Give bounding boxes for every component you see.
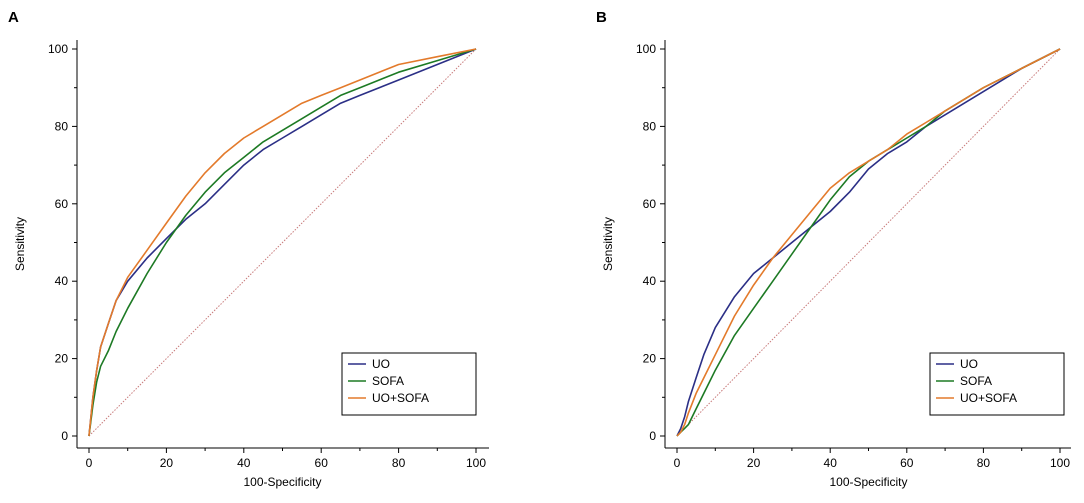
x-axis-label: 100-Specificity (829, 475, 907, 489)
legend-box (341, 352, 477, 416)
panel-b: B 0 20 40 60 80 100 0 20 40 60 80 100 100-Specificity… (596, 9, 1071, 489)
series-line-uo-sofa (88, 48, 477, 437)
legend-box (929, 352, 1065, 416)
x-tick-label: 100 (1050, 456, 1070, 470)
y-tick-label: 100 (48, 42, 68, 56)
reference-line (676, 48, 1061, 437)
y-tick-label: 60 (643, 197, 657, 211)
x-axis-label: 100-Specificity (243, 475, 321, 489)
y-tick-label: 80 (643, 119, 657, 133)
legend-label: UO+SOFA (960, 391, 1017, 405)
x-tick-label: 60 (900, 456, 914, 470)
y-tick-label: 20 (643, 352, 657, 366)
x-tick-label: 80 (392, 456, 406, 470)
legend-label: SOFA (960, 374, 992, 388)
x-tick-label: 0 (86, 456, 93, 470)
y-tick-label: 40 (55, 274, 69, 288)
legend-label: UO (372, 357, 390, 371)
legend-label: UO (960, 357, 978, 371)
legend: UO SOFA UO+SOFA (341, 352, 477, 416)
legend: UO SOFA UO+SOFA (929, 352, 1065, 416)
x-tick-label: 40 (824, 456, 838, 470)
legend-label: UO+SOFA (372, 391, 429, 405)
y-tick-label: 0 (649, 429, 656, 443)
y-tick-label: 80 (55, 119, 69, 133)
panel-label: A (8, 9, 19, 26)
series-line-sofa (88, 48, 477, 437)
x-tick-label: 0 (674, 456, 681, 470)
y-tick-label: 0 (61, 429, 68, 443)
reference-line (88, 48, 477, 437)
legend-label: SOFA (372, 374, 404, 388)
y-axis-label: Sensitivity (601, 217, 615, 271)
x-tick-label: 20 (747, 456, 761, 470)
x-tick-label: 40 (237, 456, 251, 470)
panel-label: B (596, 9, 607, 26)
y-axis-label: Sensitivity (13, 217, 27, 271)
series-line-uo-sofa (676, 48, 1061, 437)
y-tick-label: 60 (55, 197, 69, 211)
y-tick-label: 40 (643, 274, 657, 288)
y-tick-label: 100 (636, 42, 656, 56)
series-line-uo (676, 48, 1061, 437)
x-tick-label: 100 (466, 456, 486, 470)
y-tick-label: 20 (55, 352, 69, 366)
x-tick-label: 60 (315, 456, 329, 470)
x-tick-label: 80 (977, 456, 991, 470)
panel-a: A 0 20 40 60 80 100 0 20 40 60 80 100 100-Specificity… (8, 9, 489, 489)
series-line-sofa (676, 48, 1061, 437)
x-tick-label: 20 (160, 456, 174, 470)
